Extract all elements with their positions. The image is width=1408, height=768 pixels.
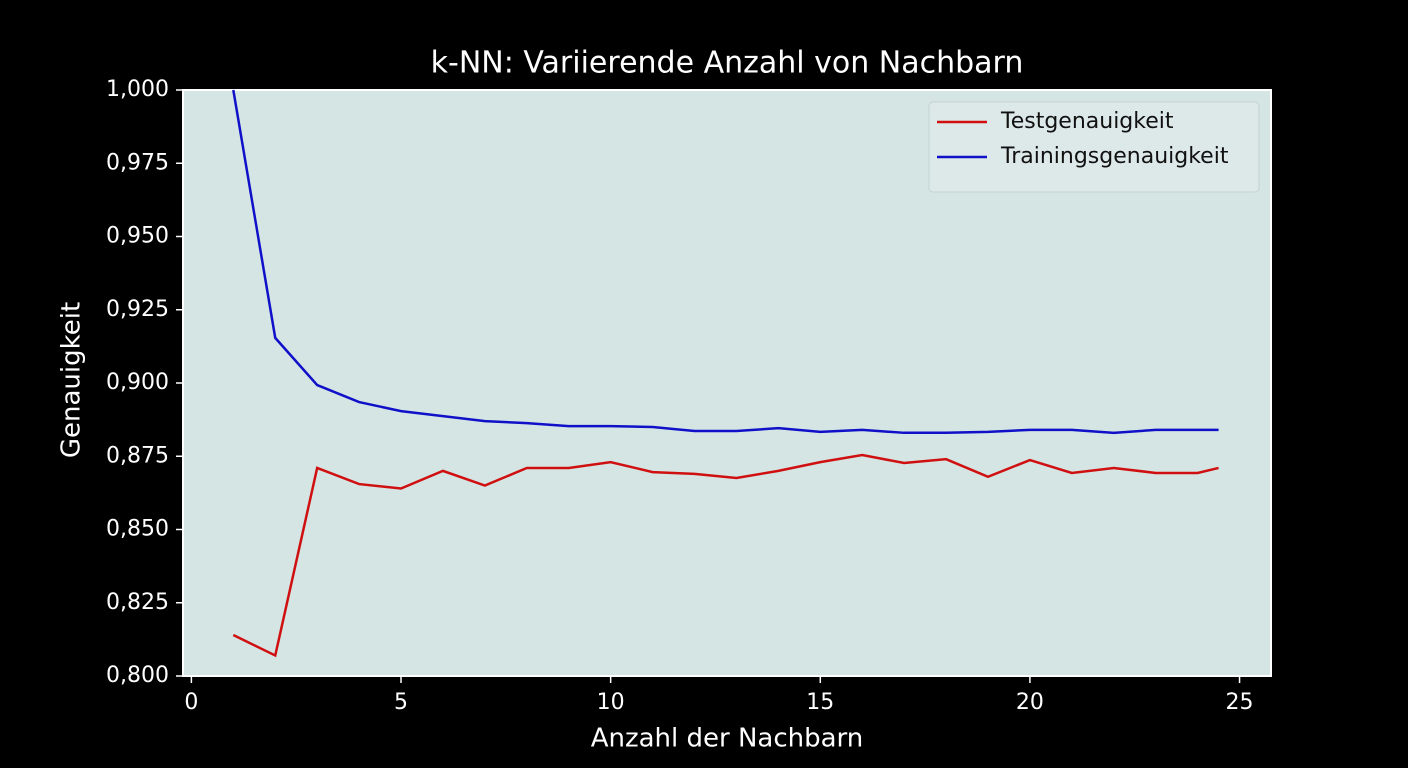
x-tick-label: 20: [1016, 690, 1044, 715]
x-tick-label: 5: [394, 690, 408, 715]
legend-box: [928, 101, 1260, 193]
y-tick-label: 0,800: [106, 663, 169, 688]
y-tick-label: 0,825: [106, 590, 169, 615]
x-tick-label: 10: [597, 690, 625, 715]
chart-title: k-NN: Variierende Anzahl von Nachbarn: [431, 46, 1024, 81]
y-tick-label: 0,850: [106, 517, 169, 542]
legend-label: Testgenauigkeit: [1000, 109, 1174, 134]
y-tick-label: 0,950: [106, 224, 169, 249]
x-axis-label: Anzahl der Nachbarn: [591, 724, 864, 754]
y-tick-label: 1,000: [106, 77, 169, 102]
series-line: [232, 89, 1219, 435]
y-tick-label: 0,975: [106, 150, 169, 175]
x-tick-label: 25: [1226, 690, 1254, 715]
y-tick-label: 0,900: [106, 370, 169, 395]
series-line: [232, 453, 1219, 658]
y-axis-label: Genauigkeit: [57, 302, 87, 458]
legend-label: Trainingsgenauigkeit: [1000, 144, 1229, 169]
y-tick-label: 0,875: [106, 443, 169, 468]
y-tick-label: 0,925: [106, 297, 169, 322]
x-tick-label: 0: [184, 690, 198, 715]
x-tick-label: 15: [806, 690, 834, 715]
